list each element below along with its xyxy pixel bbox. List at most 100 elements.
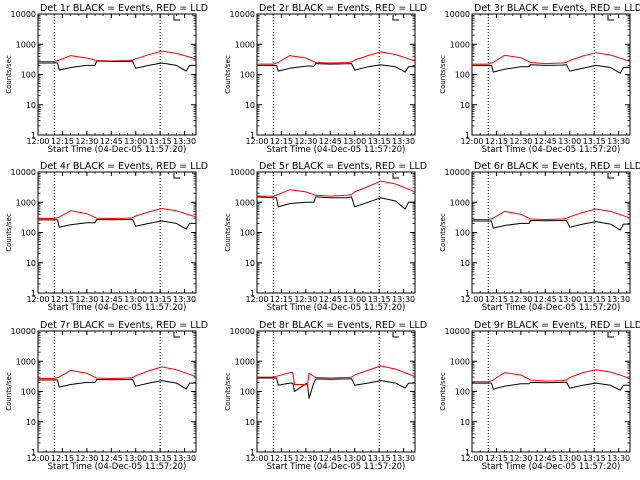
panel-title: Det 6r BLACK = Events, RED = LLD xyxy=(474,161,640,172)
events-series-line xyxy=(257,377,415,399)
y-tick-label: 100 xyxy=(455,71,470,80)
y-tick-label: 10 xyxy=(460,418,470,427)
y-tick-label: 1000 xyxy=(235,40,255,49)
x-tick-label: 13:00 xyxy=(343,295,366,304)
y-tick-label: 1 xyxy=(31,448,36,457)
lld-series-line xyxy=(257,180,416,197)
panel-title: Det 1r BLACK = Events, RED = LLD xyxy=(40,3,208,14)
x-tick-label: 12:00 xyxy=(26,454,49,463)
x-tick-label: 13:00 xyxy=(343,137,366,146)
x-tick-label: 12:30 xyxy=(294,454,317,463)
x-tick-label: 12:30 xyxy=(294,295,317,304)
y-tick-label: 10 xyxy=(245,418,255,427)
x-tick-label: 12:15 xyxy=(51,295,74,304)
panel-title: Det 9r BLACK = Events, RED = LLD xyxy=(474,320,640,331)
x-tick-label: 13:30 xyxy=(607,137,630,146)
x-tick-label: 13:15 xyxy=(583,137,606,146)
x-tick-label: 12:15 xyxy=(270,454,293,463)
lld-series-line xyxy=(472,208,631,220)
x-tick-label: 12:45 xyxy=(534,454,557,463)
x-tick-label: 13:00 xyxy=(124,454,147,463)
x-tick-label: 13:15 xyxy=(149,137,172,146)
x-tick-label: 12:30 xyxy=(509,454,532,463)
corner-marker-icon xyxy=(392,15,399,21)
y-tick-label: 10000 xyxy=(11,327,36,336)
x-tick-label: 12:30 xyxy=(75,137,98,146)
y-axis-label: Counts/sec xyxy=(439,213,447,252)
x-tick-label: 13:30 xyxy=(392,295,415,304)
x-tick-label: 13:15 xyxy=(368,454,391,463)
y-tick-label: 1000 xyxy=(16,198,36,207)
corner-marker-icon xyxy=(173,332,180,338)
x-tick-label: 12:30 xyxy=(509,137,532,146)
y-tick-label: 1000 xyxy=(450,198,470,207)
y-tick-label: 10000 xyxy=(445,168,470,177)
x-tick-label: 12:00 xyxy=(460,295,483,304)
y-tick-label: 10000 xyxy=(230,168,255,177)
x-tick-label: 12:30 xyxy=(509,295,532,304)
x-tick-label: 13:30 xyxy=(607,454,630,463)
x-axis-label: Start Time (04-Dec-05 11:57:20) xyxy=(48,462,187,472)
x-tick-label: 12:45 xyxy=(319,454,342,463)
y-tick-label: 1 xyxy=(31,131,36,140)
y-axis-label: Counts/sec xyxy=(224,213,232,252)
detector-panel: Det 9r BLACK = Events, RED = LLD 1 10 100 10… xyxy=(439,320,640,472)
panel-title: Det 2r BLACK = Events, RED = LLD xyxy=(259,3,427,14)
x-tick-label: 13:00 xyxy=(124,137,147,146)
x-tick-label: 12:00 xyxy=(245,295,268,304)
x-tick-label: 13:30 xyxy=(392,454,415,463)
y-tick-label: 1 xyxy=(465,131,470,140)
panel-title: Det 5r BLACK = Events, RED = LLD xyxy=(259,161,427,172)
x-tick-label: 12:30 xyxy=(75,454,98,463)
y-tick-label: 10 xyxy=(26,101,36,110)
events-series-line xyxy=(472,381,630,391)
detector-panel: Det 4r BLACK = Events, RED = LLD 1 10 100 10… xyxy=(5,161,208,313)
y-tick-label: 10 xyxy=(245,101,255,110)
x-tick-label: 13:00 xyxy=(558,137,581,146)
y-axis-label: Counts/sec xyxy=(439,372,447,411)
events-series-line xyxy=(256,196,415,210)
events-series-line xyxy=(257,63,415,73)
corner-marker-icon xyxy=(607,332,614,338)
x-tick-label: 13:00 xyxy=(124,295,147,304)
x-axis-label: Start Time (04-Dec-05 11:57:20) xyxy=(48,145,187,155)
x-axis-label: Start Time (04-Dec-05 11:57:20) xyxy=(267,303,406,313)
y-tick-label: 1000 xyxy=(450,40,470,49)
detector-panel: Det 6r BLACK = Events, RED = LLD 1 10 100 10… xyxy=(439,161,640,313)
y-tick-label: 100 xyxy=(240,229,255,238)
x-tick-label: 12:45 xyxy=(100,295,123,304)
x-tick-label: 12:00 xyxy=(26,137,49,146)
x-tick-label: 12:00 xyxy=(26,295,49,304)
x-axis-label: Start Time (04-Dec-05 11:57:20) xyxy=(482,145,621,155)
x-tick-label: 13:30 xyxy=(173,295,196,304)
detector-panel: Det 2r BLACK = Events, RED = LLD 1 10 100 10… xyxy=(224,3,427,155)
x-tick-label: 13:15 xyxy=(149,295,172,304)
x-tick-label: 12:00 xyxy=(245,454,268,463)
events-series-line xyxy=(472,64,630,74)
y-axis-label: Counts/sec xyxy=(5,372,13,411)
x-tick-label: 12:45 xyxy=(100,454,123,463)
x-tick-label: 13:30 xyxy=(173,454,196,463)
x-tick-label: 12:00 xyxy=(245,137,268,146)
lld-series-line xyxy=(257,365,416,385)
x-tick-label: 12:00 xyxy=(460,137,483,146)
events-series-line xyxy=(38,378,196,390)
events-series-line xyxy=(472,219,630,231)
y-tick-label: 1000 xyxy=(450,357,470,366)
x-tick-label: 12:45 xyxy=(534,137,557,146)
x-tick-label: 13:00 xyxy=(558,454,581,463)
x-tick-label: 12:15 xyxy=(270,137,293,146)
x-tick-label: 13:15 xyxy=(149,454,172,463)
y-axis-label: Counts/sec xyxy=(5,55,13,94)
y-tick-label: 10 xyxy=(460,259,470,268)
y-tick-label: 1000 xyxy=(16,40,36,49)
y-tick-label: 100 xyxy=(455,388,470,397)
y-axis-label: Counts/sec xyxy=(439,55,447,94)
x-tick-label: 13:00 xyxy=(343,454,366,463)
y-tick-label: 100 xyxy=(21,71,36,80)
y-tick-label: 1000 xyxy=(16,357,36,366)
panel-title: Det 3r BLACK = Events, RED = LLD xyxy=(474,3,640,14)
corner-marker-icon xyxy=(607,15,614,21)
